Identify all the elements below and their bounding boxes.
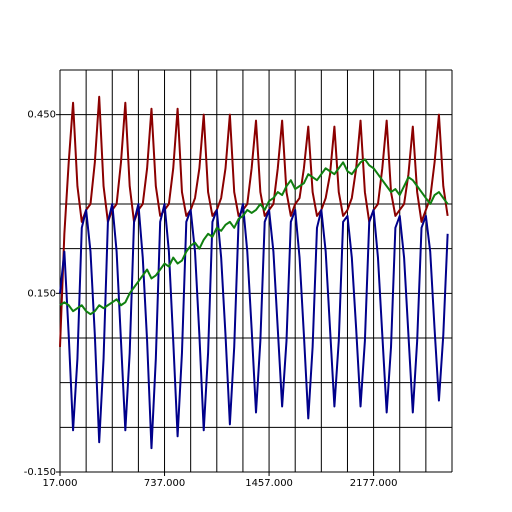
x-tick-label: 1457.000 [245, 478, 293, 489]
y-tick-label: 0.450 [27, 110, 56, 121]
series-line [59, 203, 449, 450]
series-line [59, 158, 449, 316]
x-tick-label: 17.000 [43, 478, 78, 489]
x-tick-label: 737.000 [144, 478, 185, 489]
y-tick-label: 0.150 [27, 288, 56, 299]
series-line [59, 95, 449, 347]
y-tick-label: -0.150 [24, 467, 56, 478]
x-tick-label: 2177.000 [350, 478, 398, 489]
